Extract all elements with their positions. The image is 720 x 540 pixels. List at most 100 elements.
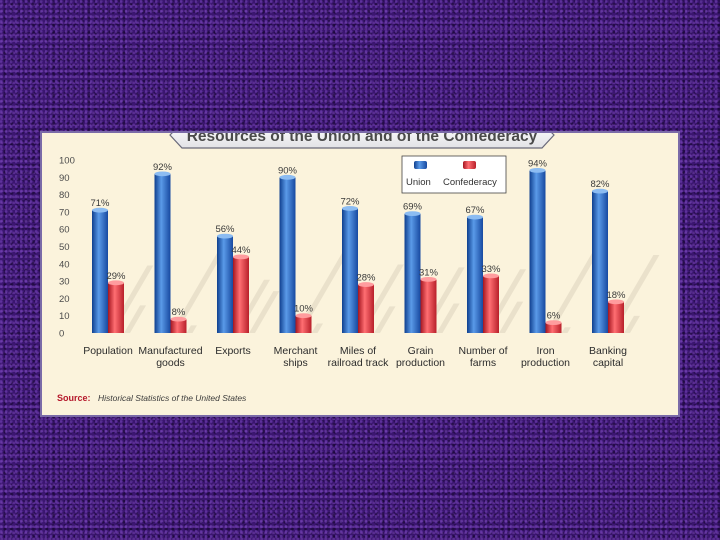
bar-shadow <box>295 247 352 333</box>
bar-confederacy <box>545 322 562 333</box>
bar-shadow <box>249 291 280 333</box>
bar-union <box>592 191 608 333</box>
bar-shadow <box>436 303 460 333</box>
legend-swatch-union <box>414 161 427 169</box>
category-label: Banking capital <box>589 345 627 369</box>
bar-confederacy <box>170 319 187 333</box>
bar-cap <box>608 299 624 305</box>
category-label: Number of farms <box>458 345 507 369</box>
chart-title: Resources of the Union and of the Confed… <box>187 133 538 145</box>
value-label-confederacy: 10% <box>294 304 314 315</box>
category-labels: Population Manufactured goods Exports Mercha… <box>83 345 627 369</box>
bar-cap <box>545 320 562 326</box>
bar-confederacy <box>295 315 312 333</box>
category-label: Population <box>83 345 133 357</box>
category-label: Iron production <box>521 345 570 369</box>
chart-svg: Resources of the Union and of the Confed… <box>57 133 660 405</box>
chart-panel: Resources of the Union and of the Confed… <box>40 131 680 417</box>
category-label: Manufactured goods <box>138 345 202 369</box>
bar-shadow <box>499 301 524 333</box>
value-label-union: 94% <box>528 158 548 169</box>
value-label-confederacy: 18% <box>606 290 626 301</box>
bar-cap <box>529 167 546 173</box>
y-tick-label: 20 <box>59 294 70 305</box>
legend-label-confederacy: Confederacy <box>443 177 497 188</box>
value-label-confederacy: 44% <box>231 245 251 256</box>
bar-cap <box>592 188 608 194</box>
value-label-union: 82% <box>590 179 610 190</box>
bar-union <box>217 236 233 333</box>
bar-shadow <box>311 323 324 333</box>
bar-union <box>529 170 546 333</box>
bar-shadow <box>124 305 147 333</box>
bar-union <box>404 213 421 333</box>
bars: 71% 29% 92% 8% 56% 44% 90% 10% 72% 28% 69% 31% 67% 33… <box>90 158 660 333</box>
y-tick-label: 90 <box>59 173 70 184</box>
bar-confederacy <box>420 279 437 333</box>
category-label: Exports <box>215 345 251 357</box>
value-label-union: 71% <box>90 198 110 209</box>
bar-cap <box>420 276 437 282</box>
bar-cap <box>233 254 249 260</box>
y-tick-label: 30 <box>59 277 70 288</box>
bar-cap <box>108 280 124 286</box>
value-label-union: 92% <box>153 162 173 173</box>
bar-confederacy <box>108 282 124 333</box>
bar-union <box>92 210 108 333</box>
bar-cap <box>483 273 499 279</box>
legend-label-union: Union <box>406 177 431 188</box>
bar-cap <box>404 211 421 217</box>
category-label: Merchant ships <box>274 345 318 369</box>
bar-cap <box>467 214 483 220</box>
bar-shadow <box>624 315 640 333</box>
category-label: Miles of railroad track <box>328 345 389 369</box>
bar-cap <box>92 207 108 213</box>
source-text: Historical Statistics of the United Stat… <box>98 393 247 403</box>
value-label-confederacy: 29% <box>106 271 126 282</box>
value-label-union: 56% <box>215 224 235 235</box>
bar-confederacy <box>358 284 374 333</box>
value-label-confederacy: 33% <box>481 264 501 275</box>
bar-cap <box>358 282 374 287</box>
source-label: Source: <box>57 393 91 403</box>
bar-cap <box>279 174 296 180</box>
bar-union <box>467 217 483 333</box>
y-tick-label: 70 <box>59 207 70 218</box>
source-note: Source: Historical Statistics of the Uni… <box>57 388 247 405</box>
bar-shadow <box>374 306 396 333</box>
bar-shadow <box>170 245 228 333</box>
bar-union <box>154 173 171 333</box>
bar-cap <box>342 206 358 211</box>
bar-union <box>279 177 296 333</box>
y-tick-label: 50 <box>59 242 70 253</box>
y-tick-label: 60 <box>59 225 70 236</box>
legend: Union Confederacy <box>401 155 507 194</box>
y-tick-label: 0 <box>59 329 64 340</box>
y-tick-label: 40 <box>59 259 70 270</box>
value-label-union: 69% <box>403 202 423 213</box>
bar-cap <box>154 171 171 177</box>
y-tick-label: 10 <box>59 311 70 322</box>
category-label: Grain production <box>396 345 445 369</box>
value-label-union: 90% <box>278 165 298 176</box>
bar-shadow <box>545 243 604 333</box>
bar-cap <box>170 316 187 322</box>
bar-cap <box>217 233 233 239</box>
bar-confederacy <box>608 301 624 333</box>
title-banner <box>169 133 555 149</box>
value-label-union: 72% <box>340 196 360 207</box>
bar-confederacy <box>483 275 499 333</box>
bar-shadow <box>561 327 571 333</box>
bar-confederacy <box>233 256 249 333</box>
value-label-union: 67% <box>465 205 485 216</box>
y-axis-ticks: 0 10 20 30 40 50 60 70 80 90 100 <box>59 156 75 340</box>
bar-cap <box>295 313 312 319</box>
value-label-confederacy: 6% <box>547 311 561 322</box>
y-tick-label: 80 <box>59 190 70 201</box>
y-tick-label: 100 <box>59 156 75 167</box>
bar-union <box>342 208 358 333</box>
legend-swatch-confederacy <box>463 161 476 169</box>
bar-shadow <box>186 325 197 333</box>
value-label-confederacy: 31% <box>419 267 439 278</box>
value-label-confederacy: 8% <box>172 307 186 318</box>
